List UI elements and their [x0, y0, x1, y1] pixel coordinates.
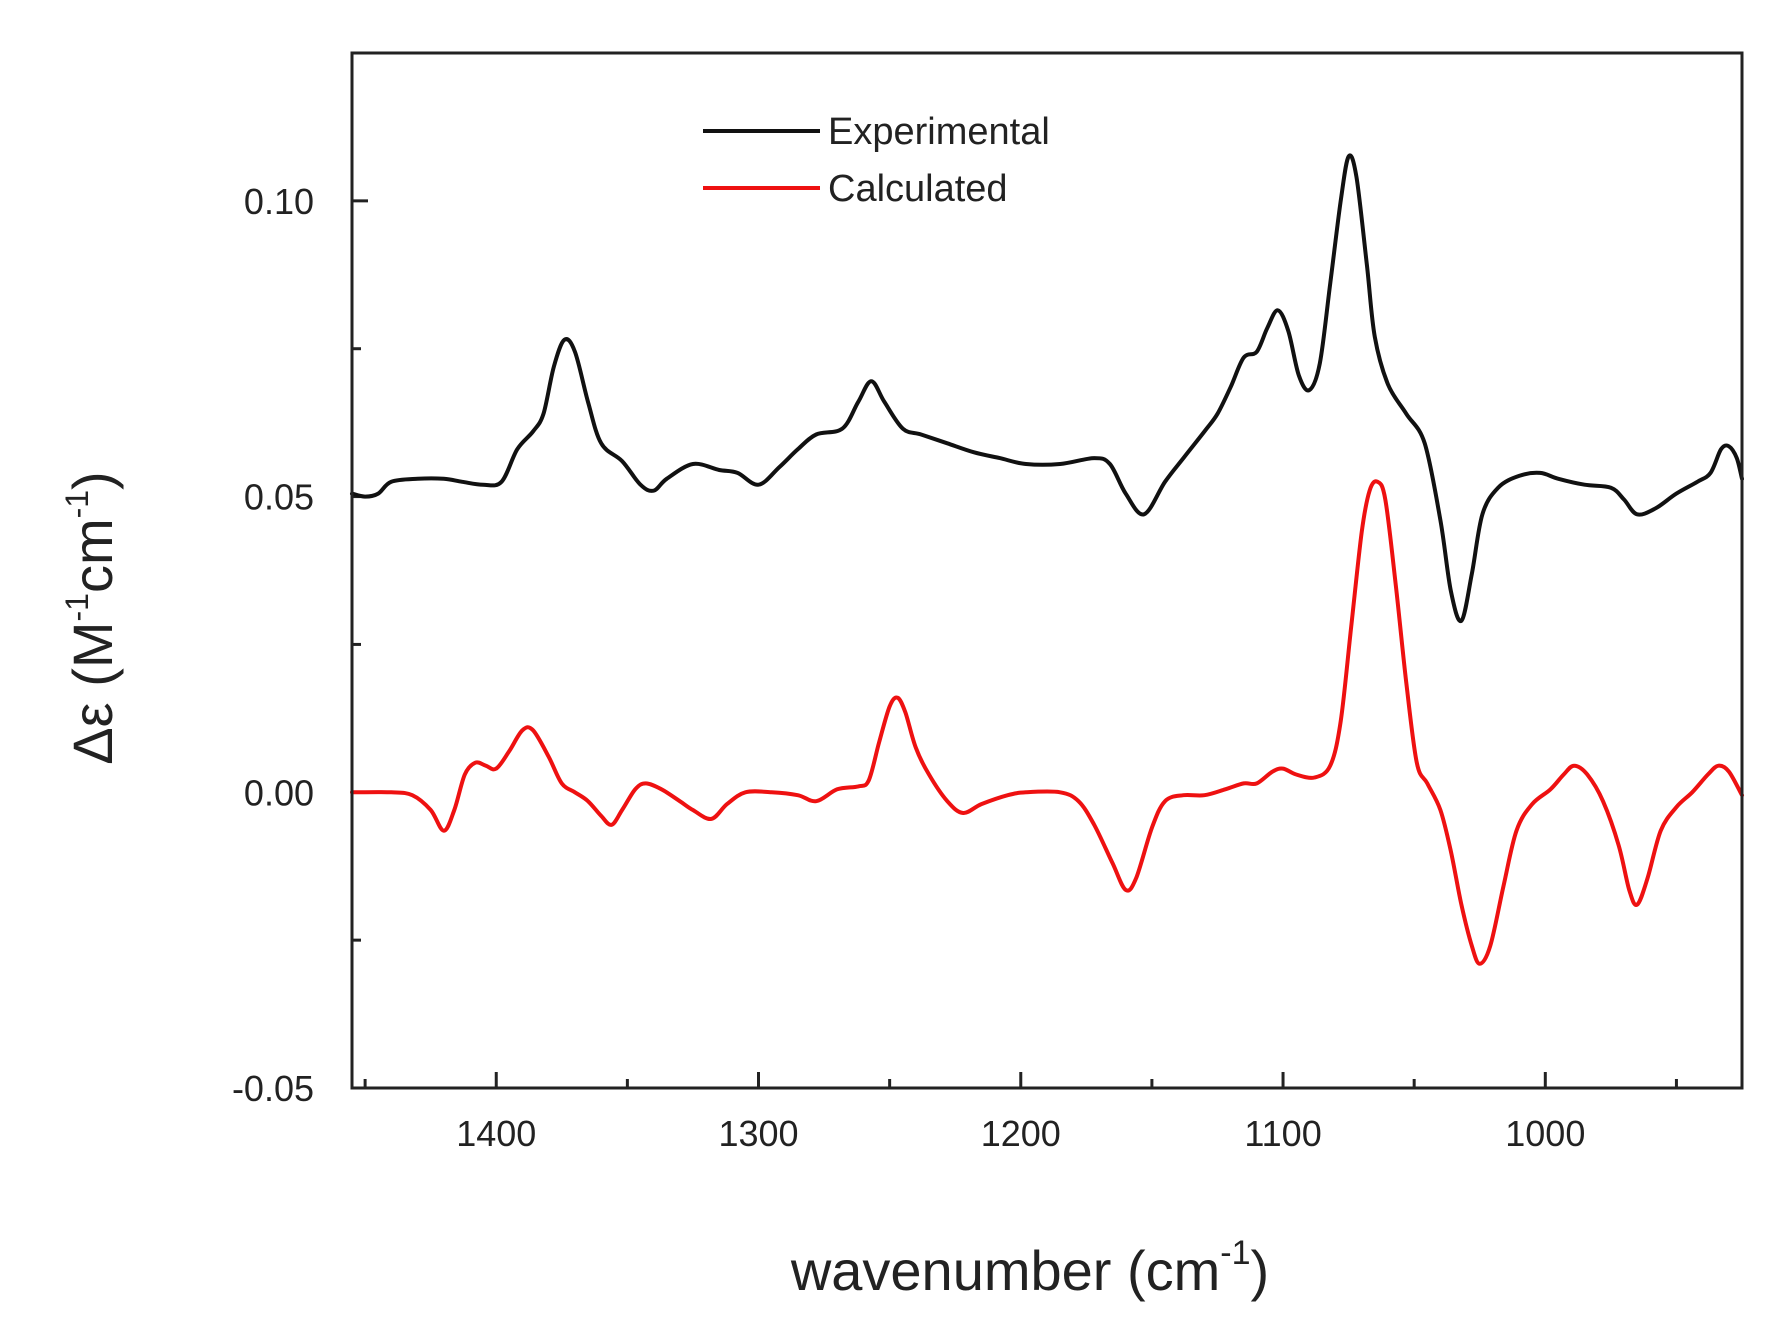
x-tick-label: 1000 — [1505, 1113, 1585, 1154]
series-line-calculated — [350, 479, 1744, 966]
y-axis-title: Δε (M-1cm-1) — [59, 471, 124, 764]
x-axis-title-base: wavenumber (cm — [790, 1239, 1220, 1302]
legend-label-calculated: Calculated — [828, 168, 1008, 210]
x-tick-label: 1200 — [981, 1113, 1061, 1154]
x-tick-label: 1300 — [718, 1113, 798, 1154]
y-tick-label: 0.10 — [244, 181, 314, 222]
y-axis-title-sup2: -1 — [59, 490, 95, 518]
legend: Experimental Calculated — [703, 111, 1050, 210]
legend-label-experimental: Experimental — [828, 111, 1050, 153]
y-tick-label: 0.05 — [244, 477, 314, 518]
y-axis-title-prefix: Δε (M — [61, 621, 124, 764]
y-tick-label: 0.00 — [244, 772, 314, 813]
y-axis-title-tail: ) — [61, 471, 124, 490]
x-tick-label: 1400 — [456, 1113, 536, 1154]
y-tick-labels: -0.05 0.00 0.05 0.10 — [232, 181, 314, 1109]
y-axis-title-mid: cm — [61, 518, 124, 593]
series-line-experimental — [350, 153, 1744, 624]
y-axis-title-sup1: -1 — [59, 593, 95, 621]
x-tick-label: 1100 — [1244, 1113, 1321, 1154]
y-tick-label: -0.05 — [232, 1068, 314, 1109]
series-layer — [350, 153, 1744, 966]
x-tick-labels: 1400 1300 1200 1100 1000 — [456, 1113, 1585, 1154]
x-axis-title: wavenumber (cm-1) — [790, 1234, 1269, 1302]
x-axis-title-tail: ) — [1251, 1239, 1270, 1302]
tick-layer — [352, 199, 1678, 1090]
plot-frame — [350, 51, 1744, 1090]
x-axis-title-sup: -1 — [1220, 1234, 1250, 1272]
